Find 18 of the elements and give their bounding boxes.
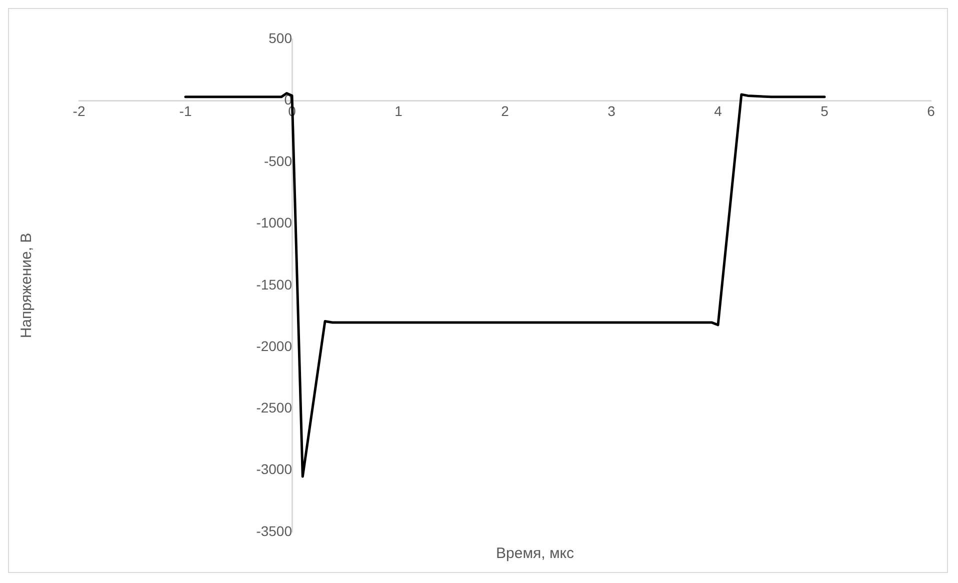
y-tick-label: 500 — [268, 30, 292, 46]
x-tick-label: 3 — [608, 102, 616, 119]
y-tick-label: -1500 — [256, 276, 292, 292]
y-tick-label: -500 — [264, 153, 292, 170]
x-tick-label: 6 — [927, 102, 936, 119]
x-tick-label: -2 — [72, 102, 86, 119]
x-tick-label: 2 — [501, 102, 510, 119]
x-tick-label: -1 — [179, 102, 192, 119]
x-axis-title: Время, мкс — [496, 545, 574, 562]
y-tick-label: -3000 — [256, 461, 292, 478]
y-tick-label: -3500 — [256, 522, 292, 539]
y-tick-label: -1000 — [256, 214, 292, 231]
x-tick-label: 1 — [394, 102, 403, 119]
x-tick-label: 5 — [820, 102, 829, 119]
y-tick-label: -2000 — [256, 338, 292, 354]
y-axis-title: Напряжение, В — [18, 232, 36, 338]
x-tick-label: 4 — [714, 102, 722, 119]
y-tick-label: -2500 — [256, 400, 292, 416]
